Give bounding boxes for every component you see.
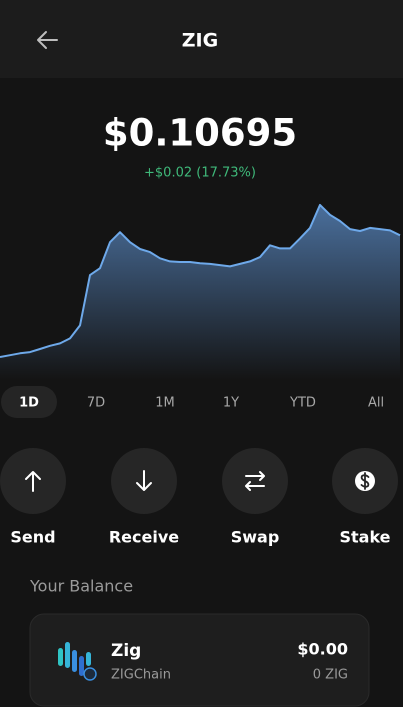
tab-label: 7D (87, 396, 105, 411)
tab-highlight (1, 386, 57, 418)
action-button[interactable]: Send (0, 448, 66, 547)
tab-label: 1Y (223, 396, 239, 411)
action-buttons: Send Receive Swap Stake (0, 448, 398, 547)
section-title: Your Balance (29, 577, 133, 596)
card-background (29, 613, 370, 707)
price-chart (0, 203, 401, 380)
asset-name: Zig (111, 641, 141, 661)
price-area (0, 204, 400, 380)
asset-chain: ZIGChain (111, 668, 171, 683)
action-button[interactable]: Swap (222, 448, 288, 547)
dollar-glyph (360, 472, 370, 490)
action-button[interactable]: Stake (332, 448, 398, 547)
action-label: Receive (109, 528, 179, 547)
range-tab[interactable]: All (368, 396, 384, 411)
tab-label: 1D (19, 396, 39, 411)
range-tab[interactable]: 1M (155, 396, 175, 411)
screen-title: ZIG (182, 30, 218, 52)
range-tabs: 1D 7D 1M 1Y YTD All (1, 386, 384, 418)
action-icon (25, 471, 41, 492)
action-button[interactable]: Receive (109, 448, 179, 547)
range-tab[interactable]: YTD (289, 396, 316, 411)
asset-card[interactable]: Zig ZIGChain $0.00 0 ZIG (29, 613, 370, 707)
range-tab[interactable]: 1D (1, 386, 57, 418)
price-line (0, 203, 401, 358)
price-change: +$0.02 (17.73%) (144, 166, 256, 181)
tab-label: All (368, 396, 384, 411)
action-circle (222, 448, 288, 514)
asset-value: $0.00 (297, 640, 348, 659)
action-label: Stake (339, 528, 390, 547)
asset-logo (58, 642, 97, 681)
price: $0.10695 (103, 112, 297, 155)
top-bar (0, 0, 403, 78)
action-label: Send (10, 528, 55, 547)
tab-label: 1M (155, 396, 175, 411)
action-icon (136, 470, 152, 491)
back-button[interactable] (37, 31, 58, 49)
tab-label: YTD (289, 396, 316, 411)
action-icon (245, 471, 265, 491)
range-tab[interactable]: 7D (87, 396, 105, 411)
action-label: Swap (231, 528, 280, 547)
asset-amount: 0 ZIG (313, 668, 348, 683)
range-tab[interactable]: 1Y (223, 396, 239, 411)
